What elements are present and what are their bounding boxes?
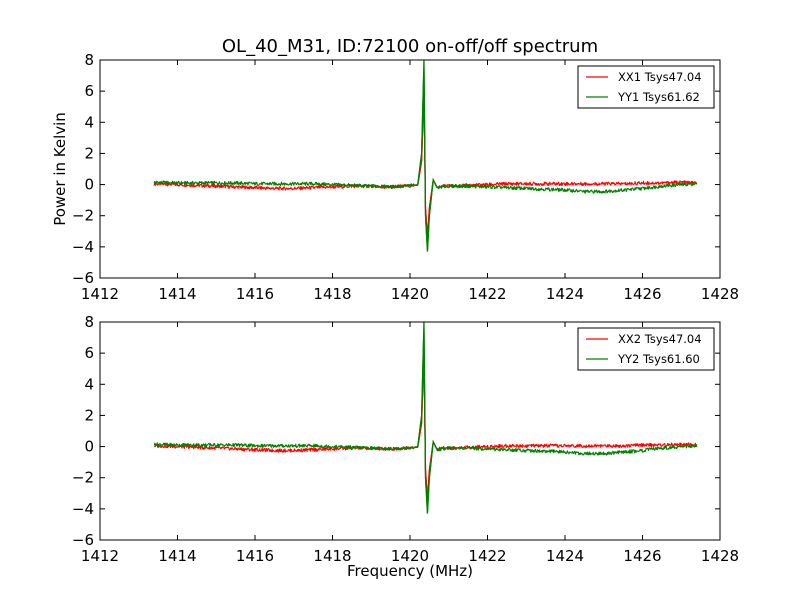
y-tick-label: 4: [84, 113, 94, 131]
y-axis-label: Power in Kelvin: [51, 112, 69, 226]
y-tick-label: −2: [72, 469, 94, 487]
x-tick-label: 1418: [313, 547, 351, 565]
series-spike-yy: [417, 322, 438, 514]
x-tick-label: 1412: [81, 547, 119, 565]
y-tick-label: 6: [84, 344, 94, 362]
y-tick-label: −2: [72, 207, 94, 225]
legend-label: XX1 Tsys47.04: [618, 70, 702, 84]
legend-label: XX2 Tsys47.04: [618, 332, 702, 346]
legend-box: [577, 327, 715, 371]
y-tick-label: 2: [84, 406, 94, 424]
y-tick-label: −4: [72, 238, 94, 256]
x-axis-label: Frequency (MHz): [347, 562, 473, 580]
y-tick-label: −6: [72, 531, 94, 549]
x-tick-label: 1428: [701, 285, 739, 303]
legend-label: YY1 Tsys61.62: [617, 90, 700, 104]
top-panel: 1412 1414 1416 1418 1420 1422 1424 1426 1428 −6 −4…: [72, 51, 739, 303]
x-tick-label: 1420: [391, 285, 429, 303]
legend-box: [577, 65, 715, 109]
y-tick-label: −6: [72, 269, 94, 287]
y-tick-label: 6: [84, 82, 94, 100]
x-tick-label: 1426: [623, 547, 661, 565]
x-tick-label: 1422: [468, 285, 506, 303]
x-tick-label: 1426: [623, 285, 661, 303]
y-tick-label: 8: [84, 51, 94, 69]
y-tick-label: 4: [84, 375, 94, 393]
y-tick-label: 2: [84, 144, 94, 162]
y-tick-label: 0: [84, 176, 94, 194]
legend-label: YY2 Tsys61.60: [617, 352, 700, 366]
x-tick-label: 1414: [158, 285, 196, 303]
x-tick-label: 1424: [546, 547, 584, 565]
x-tick-label: 1414: [158, 547, 196, 565]
x-tick-label: 1422: [468, 547, 506, 565]
bottom-panel: 1412 1414 1416 1418 1420 1422 1424 1426 1428 −6 −4…: [72, 313, 739, 565]
x-tick-label: 1412: [81, 285, 119, 303]
x-tick-label: 1418: [313, 285, 351, 303]
y-tick-label: −4: [72, 500, 94, 518]
series-spike-yy: [417, 60, 438, 252]
x-tick-label: 1420: [391, 547, 429, 565]
plot-area: [153, 60, 698, 252]
legend: XX2 Tsys47.04 YY2 Tsys61.60: [577, 327, 715, 371]
x-tick-label: 1416: [236, 547, 274, 565]
x-tick-label: 1428: [701, 547, 739, 565]
plot-area: [153, 322, 698, 514]
x-tick-label: 1416: [236, 285, 274, 303]
chart-title: OL_40_M31, ID:72100 on-off/off spectrum: [222, 36, 598, 57]
y-tick-label: 8: [84, 313, 94, 331]
x-tick-label: 1424: [546, 285, 584, 303]
legend: XX1 Tsys47.04 YY1 Tsys61.62: [577, 65, 715, 109]
y-tick-label: 0: [84, 438, 94, 456]
